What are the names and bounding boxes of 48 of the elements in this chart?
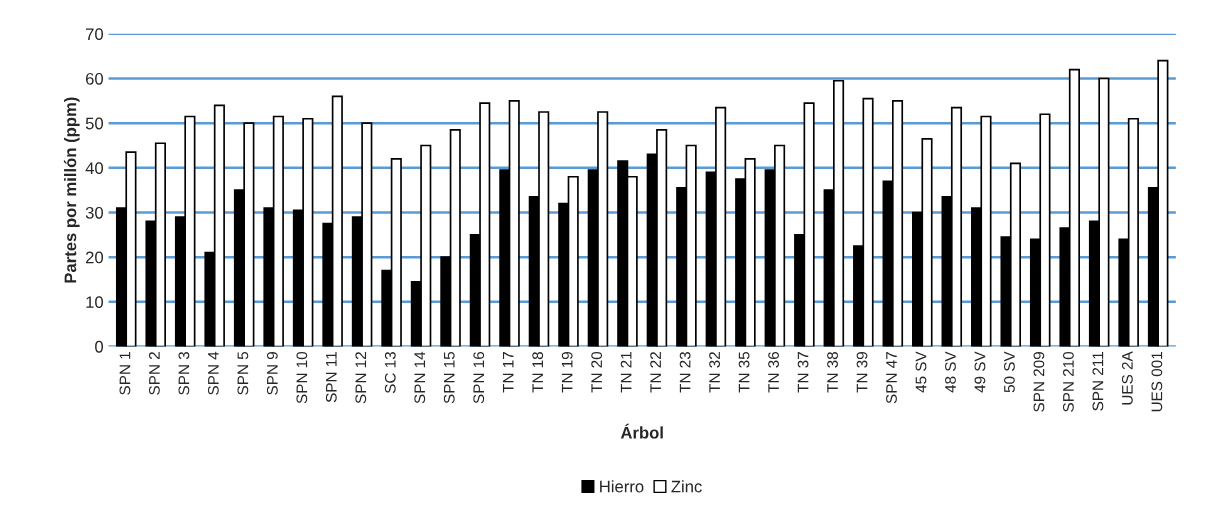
x-tick-label: TN 39: [856, 352, 868, 393]
x-tick-label: TN 19: [561, 352, 573, 393]
y-tick-label: 30: [85, 206, 104, 219]
x-tick-label: SPN 11: [325, 352, 337, 403]
x-tick-label: TN 37: [797, 352, 809, 393]
x-tick-label: SPN 14: [414, 351, 426, 404]
x-tick-label: SPN 211: [1092, 352, 1104, 411]
x-tick-label: TN 21: [620, 352, 632, 393]
x-tick-label: TN 32: [709, 352, 721, 393]
x-tick-label: TN 20: [591, 351, 603, 393]
x-tick-label: TN 18: [532, 351, 544, 393]
legend-label: Hierro: [600, 480, 644, 493]
x-tick-label: TN 38: [827, 351, 838, 393]
y-axis-title: Partes por millón (ppm): [63, 97, 80, 283]
y-tick-label: 20: [85, 251, 104, 264]
x-tick-label: 50 SV: [1004, 351, 1015, 393]
x-tick-label: SPN 9: [266, 352, 278, 395]
x-tick-label: SPN 5: [237, 351, 249, 395]
x-tick-label: TN 23: [679, 352, 691, 393]
x-tick-label: 49 SV: [974, 351, 986, 393]
y-tick-label: 0: [95, 340, 104, 353]
x-tick-label: SPN 4: [207, 351, 219, 395]
y-tick-label: 40: [85, 162, 104, 175]
x-tick-label: SPN 1: [119, 352, 131, 395]
legend-label: Zinc: [671, 480, 702, 493]
x-tick-label: UES 001: [1151, 352, 1163, 412]
x-tick-label: SPN 12: [355, 352, 367, 404]
x-tick-label: TN 22: [650, 352, 661, 393]
x-tick-label: SPN 2: [149, 352, 160, 395]
x-tick-label: TN 36: [768, 352, 779, 393]
x-tick-label: SPN 10: [296, 351, 308, 404]
y-tick-label: 10: [86, 296, 104, 309]
x-tick-label: SPN 15: [443, 351, 455, 404]
x-tick-label: SPN 210: [1062, 351, 1074, 412]
x-tick-label: 48 SV: [945, 351, 956, 393]
x-tick-label: SPN 16: [473, 352, 485, 404]
x-tick-label: UES 2A: [1121, 351, 1133, 405]
x-tick-label: SPN 47: [886, 352, 897, 404]
x-axis-title: Árbol: [620, 423, 663, 439]
y-tick-label: 60: [85, 72, 104, 85]
x-tick-label: 45 SV: [915, 351, 927, 393]
x-tick-label: TN 35: [738, 351, 750, 393]
y-tick-label: 70: [86, 28, 104, 41]
x-tick-label: SC 13: [384, 352, 396, 394]
x-tick-label: TN 17: [502, 352, 514, 393]
x-tick-label: SPN 3: [178, 352, 190, 395]
x-tick-label: SPN 209: [1033, 352, 1045, 412]
y-tick-label: 50: [85, 117, 104, 130]
